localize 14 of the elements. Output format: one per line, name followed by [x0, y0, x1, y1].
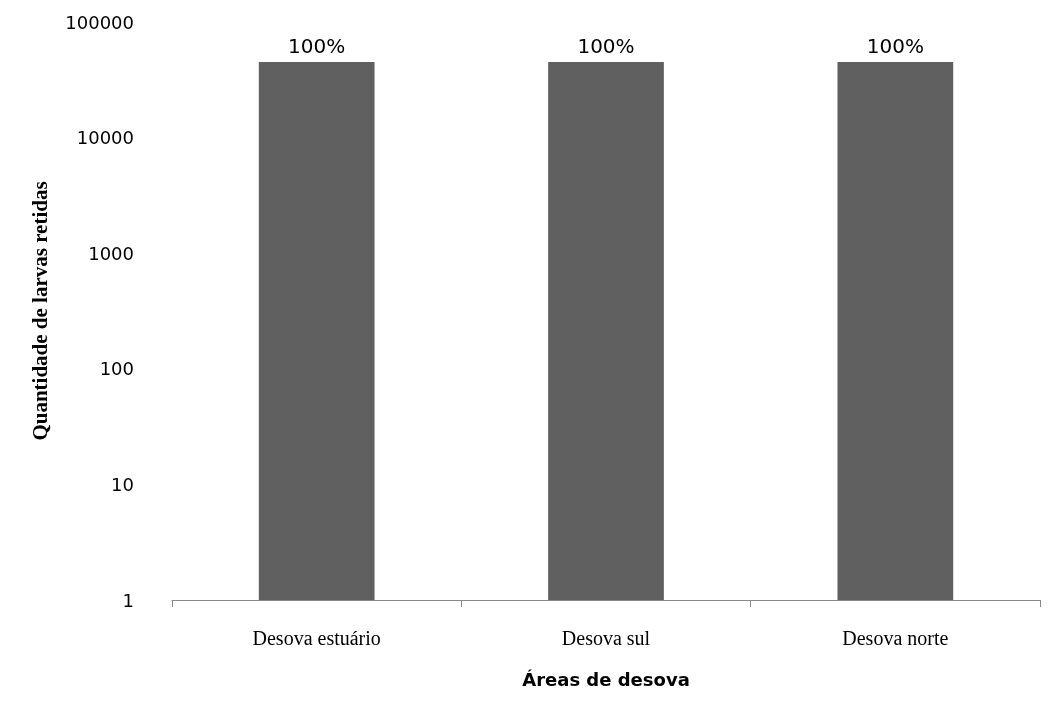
y-tick-label: 10000: [76, 127, 134, 149]
y-tick-label: 10: [111, 473, 134, 495]
x-tick-label: Desova sul: [561, 627, 651, 649]
y-axis-title: Quantidade de larvas retidas: [27, 181, 52, 441]
annotation: 100%: [577, 33, 635, 58]
y-tick-label: 100000: [65, 11, 134, 33]
y-tick-label: 1000: [88, 242, 134, 264]
y-tick-label: 1: [122, 589, 134, 611]
x-axis-title: Áreas de desova: [522, 668, 690, 690]
x-tick-label: Desova norte: [842, 627, 949, 649]
annotation: 100%: [288, 33, 346, 58]
annotation: 100%: [866, 33, 924, 58]
x-tick-label: Desova estuário: [252, 627, 381, 649]
y-tick-label: 100: [99, 358, 134, 380]
